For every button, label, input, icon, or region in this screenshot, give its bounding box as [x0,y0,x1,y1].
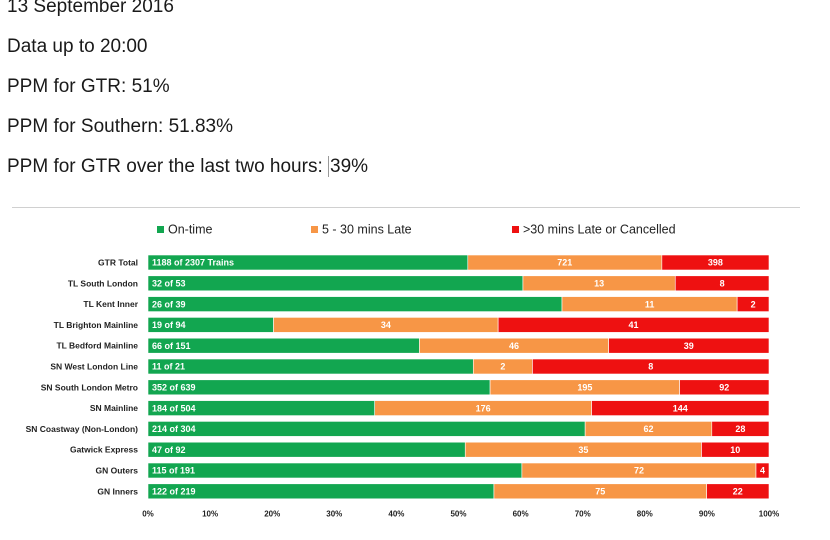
category-label-sn-coastway-non-london: SN Coastway (Non-London) [26,424,139,434]
x-tick-90-pct: 90% [699,510,715,519]
bar-gatwick-express-on-time [147,441,466,458]
x-tick-80-pct: 80% [637,510,653,519]
bar-sn-mainline-30-mins-late-or-cancelled [591,400,770,416]
legend-label-30-mins-late-or-cancelled: >30 mins Late or Cancelled [523,223,676,237]
punctuality-chart: On-time 5 - 30 mins Late >30 mins Late or … [26,223,780,519]
data-label-tl-brighton-mainline-5-30-mins-late: 34 [381,320,391,330]
data-label-sn-west-london-line-5-30-mins-late: 2 [500,362,505,372]
data-label-gn-inners-30-mins-late-or-cancelled: 22 [733,487,743,497]
data-label-sn-south-london-metro-30-mins-late-or-cancelled: 92 [719,383,729,393]
bar-tl-south-london-30-mins-late-or-cancelled [674,275,770,292]
bar-tl-south-london-on-time [147,275,524,292]
bar-tl-kent-inner-on-time [147,296,563,312]
ppm-two-hours: PPM for GTR over the last two hours: 39% [7,156,369,178]
data-label-gatwick-express-30-mins-late-or-cancelled: 10 [730,445,740,455]
data-label-gtr-total-on-time: 1188 of 2307 Trains [152,258,234,268]
x-tick-70-pct: 70% [575,510,591,519]
legend-label-on-time: On-time [168,223,213,237]
data-label-tl-kent-inner-30-mins-late-or-cancelled: 2 [751,299,756,309]
bar-gn-inners-on-time [147,483,495,500]
divider [12,207,800,208]
ppm-two-hours-value[interactable]: 39% [328,156,369,177]
data-label-tl-kent-inner-5-30-mins-late: 11 [645,299,655,309]
data-label-tl-kent-inner-on-time: 26 of 39 [152,299,186,309]
ppm-gtr: PPM for GTR: 51% [7,76,170,97]
data-label-sn-mainline-30-mins-late-or-cancelled: 144 [673,403,688,413]
data-label-tl-south-london-30-mins-late-or-cancelled: 8 [720,279,725,289]
bar-sn-south-london-metro-on-time [147,379,491,396]
bar-gtr-total-30-mins-late-or-cancelled [661,254,770,271]
x-tick-30-pct: 30% [326,510,342,519]
data-label-tl-bedford-mainline-5-30-mins-late: 46 [509,341,519,351]
data-label-gn-outers-on-time: 115 of 191 [152,466,195,476]
category-label-sn-mainline: SN Mainline [90,403,138,413]
ppm-two-hours-label: PPM for GTR over the last two hours: [7,156,328,177]
data-label-gatwick-express-on-time: 47 of 92 [152,445,186,455]
data-cutoff-time: Data up to 20:00 [7,36,148,57]
data-label-sn-west-london-line-on-time: 11 of 21 [152,362,185,372]
bar-sn-west-london-line-30-mins-late-or-cancelled [532,358,770,375]
data-label-sn-south-london-metro-5-30-mins-late: 195 [577,383,592,393]
bar-tl-kent-inner-30-mins-late-or-cancelled [736,296,770,312]
category-label-gatwick-express: Gatwick Express [70,445,138,455]
data-label-gn-inners-5-30-mins-late: 75 [595,487,605,497]
bar-gn-inners-30-mins-late-or-cancelled [706,483,770,500]
legend-label-5-30-mins-late: 5 - 30 mins Late [322,223,412,237]
category-label-tl-south-london: TL South London [68,278,138,288]
data-label-gn-inners-on-time: 122 of 219 [152,487,196,497]
data-label-tl-bedford-mainline-30-mins-late-or-cancelled: 39 [684,341,694,351]
x-tick-100-pct: 100% [759,510,779,519]
ppm-southern: PPM for Southern: 51.83% [7,116,234,137]
bar-tl-brighton-mainline-30-mins-late-or-cancelled [497,317,770,333]
data-label-gtr-total-30-mins-late-or-cancelled: 398 [708,258,723,268]
legend-swatch-30-mins-late-or-cancelled [512,226,519,233]
category-label-gn-inners: GN Inners [97,486,138,496]
bar-gatwick-express-30-mins-late-or-cancelled [701,441,770,458]
data-label-sn-south-london-metro-on-time: 352 of 639 [152,383,196,393]
bar-sn-west-london-line-on-time [147,358,474,375]
data-label-tl-brighton-mainline-30-mins-late-or-cancelled: 41 [629,320,639,330]
legend-swatch-5-30-mins-late [311,226,318,233]
data-label-tl-bedford-mainline-on-time: 66 of 151 [152,341,191,351]
x-tick-10-pct: 10% [202,510,218,519]
x-tick-60-pct: 60% [513,510,529,519]
data-label-sn-coastway-non-london-5-30-mins-late: 62 [643,424,653,434]
data-label-sn-west-london-line-30-mins-late-or-cancelled: 8 [648,362,653,372]
category-label-gtr-total: GTR Total [98,258,138,268]
data-label-gtr-total-5-30-mins-late: 721 [557,258,572,268]
legend-item-5-30-mins-late: 5 - 30 mins Late [311,223,412,237]
category-label-tl-bedford-mainline: TL Bedford Mainline [56,341,138,351]
x-tick-50-pct: 50% [450,510,466,519]
data-label-gn-outers-30-mins-late-or-cancelled: 4 [760,466,765,476]
x-tick-20-pct: 20% [264,510,280,519]
data-label-tl-south-london-5-30-mins-late: 13 [594,279,604,289]
data-label-sn-coastway-non-london-30-mins-late-or-cancelled: 28 [735,424,745,434]
data-label-tl-south-london-on-time: 32 of 53 [152,279,186,289]
bar-tl-bedford-mainline-30-mins-late-or-cancelled [608,337,770,354]
bar-sn-south-london-metro-30-mins-late-or-cancelled [679,379,770,396]
data-label-gn-outers-5-30-mins-late: 72 [634,466,644,476]
legend-item-30-mins-late-or-cancelled: >30 mins Late or Cancelled [512,223,676,237]
category-label-tl-kent-inner: TL Kent Inner [83,299,138,309]
category-label-tl-brighton-mainline: TL Brighton Mainline [54,320,139,330]
x-tick-0-pct: 0% [142,510,154,519]
x-tick-40-pct: 40% [388,510,404,519]
data-label-tl-brighton-mainline-on-time: 19 of 94 [152,320,186,330]
legend-item-on-time: On-time [157,223,213,237]
bar-sn-coastway-non-london-30-mins-late-or-cancelled [711,421,770,437]
data-label-gatwick-express-5-30-mins-late: 35 [578,445,588,455]
legend-swatch-on-time [157,226,164,233]
bar-gn-outers-on-time [147,462,523,479]
category-label-gn-outers: GN Outers [95,466,138,476]
data-label-sn-coastway-non-london-on-time: 214 of 304 [152,424,196,434]
data-label-sn-mainline-5-30-mins-late: 176 [476,403,491,413]
category-label-sn-west-london-line: SN West London Line [50,362,138,372]
category-label-sn-south-london-metro: SN South London Metro [41,382,138,392]
bar-sn-coastway-non-london-on-time [147,421,586,437]
report-date: 13 September 2016 [7,0,174,17]
bar-gn-outers-30-mins-late-or-cancelled [755,462,770,479]
data-label-sn-mainline-on-time: 184 of 504 [152,403,196,413]
